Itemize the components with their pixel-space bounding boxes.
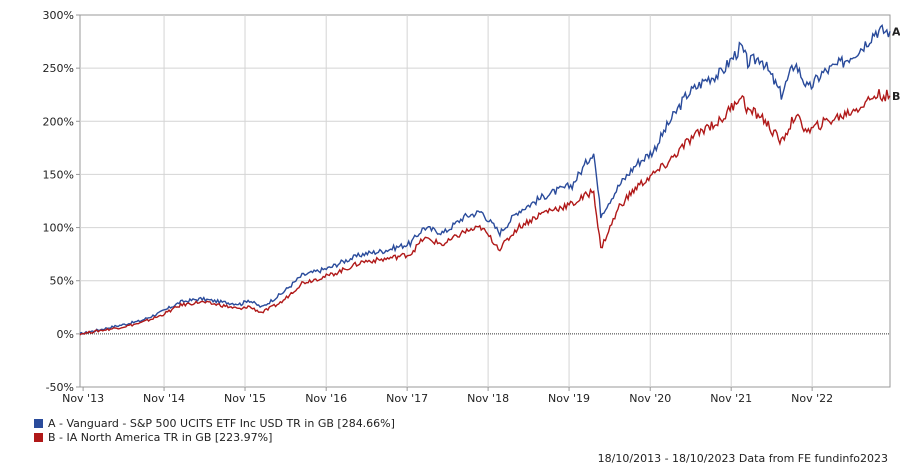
x-tick-label: Nov '13 <box>62 392 104 405</box>
x-tick-label: Nov '19 <box>548 392 590 405</box>
y-axis: 300% 250% 200% 150% 100% 50% 0% -50% <box>43 9 80 394</box>
series-lines <box>79 24 891 336</box>
x-tick-label: Nov '22 <box>791 392 833 405</box>
series-line-b <box>79 89 891 336</box>
y-tick-label: 0% <box>57 328 74 341</box>
legend-swatch-a <box>34 418 43 428</box>
y-tick-label: 200% <box>43 115 74 128</box>
legend-swatch-b <box>34 432 43 442</box>
y-tick-label: 50% <box>50 275 74 288</box>
data-source-footer: 18/10/2013 - 18/10/2023 Data from FE fun… <box>597 452 888 465</box>
y-tick-label: 250% <box>43 62 74 75</box>
legend-label-b: B - IA North America TR in GB [223.97%] <box>48 430 273 444</box>
x-tick-label: Nov '18 <box>467 392 509 405</box>
x-tick-label: Nov '17 <box>386 392 428 405</box>
series-end-label-a: A <box>892 25 900 38</box>
series-end-label-b: B <box>892 90 900 103</box>
y-tick-label: -50% <box>46 381 74 394</box>
legend-label-a: A - Vanguard - S&P 500 UCITS ETF Inc USD… <box>48 416 395 430</box>
y-tick-label: 300% <box>43 9 74 22</box>
y-tick-label: 150% <box>43 168 74 181</box>
legend-item-a: A - Vanguard - S&P 500 UCITS ETF Inc USD… <box>34 416 395 430</box>
series-line-a <box>79 24 891 335</box>
x-tick-label: Nov '16 <box>305 392 347 405</box>
performance-chart: 300%250%200%150%100%50%0%-50% Nov '13 Nov… <box>43 9 900 405</box>
y-tick-label: 100% <box>43 222 74 235</box>
x-tick-label: Nov '14 <box>143 392 185 405</box>
series-end-labels: AB <box>892 25 900 103</box>
grid-lines <box>80 15 890 387</box>
x-tick-label: Nov '21 <box>710 392 752 405</box>
x-tick-label: Nov '15 <box>224 392 266 405</box>
legend: A - Vanguard - S&P 500 UCITS ETF Inc USD… <box>34 416 395 444</box>
plot-area <box>79 14 891 388</box>
x-tick-label: Nov '20 <box>629 392 671 405</box>
x-axis: Nov '13 Nov '14 Nov '15 Nov '16 Nov '17 Nov '… <box>62 387 833 405</box>
legend-item-b: B - IA North America TR in GB [223.97%] <box>34 430 395 444</box>
